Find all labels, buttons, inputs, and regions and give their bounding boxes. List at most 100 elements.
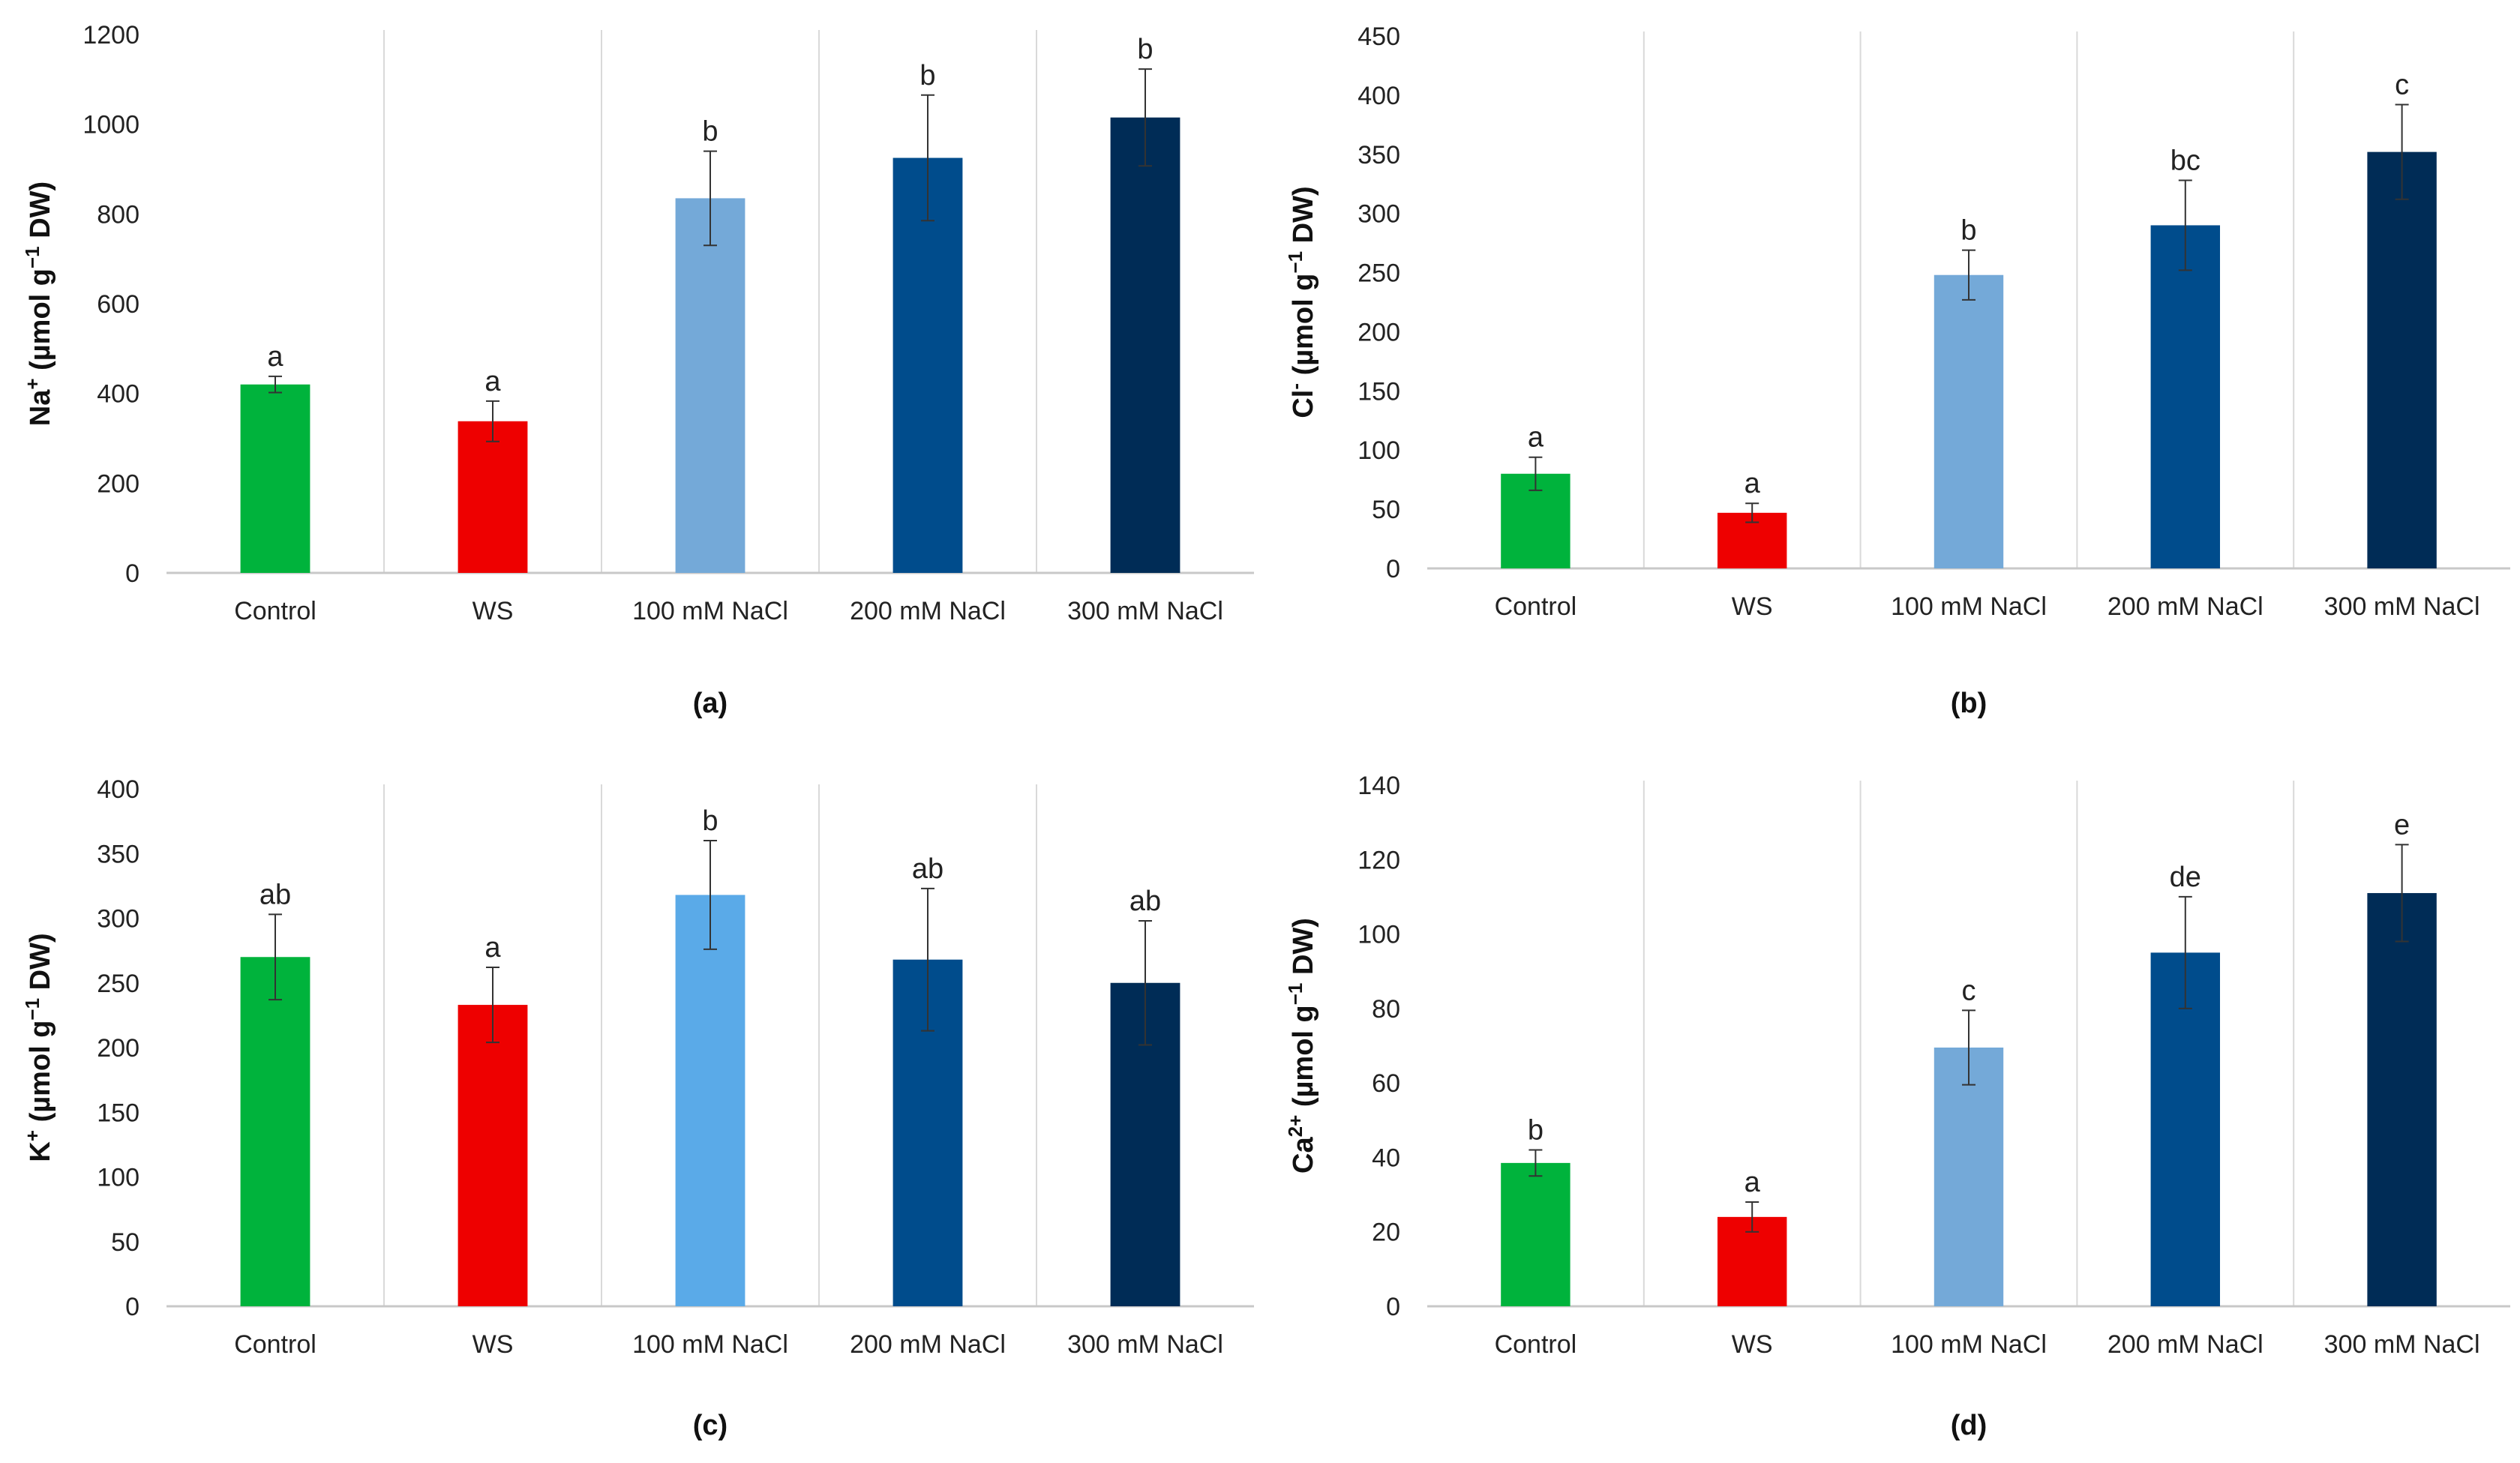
- category-label: 300 mM NaCl: [2324, 592, 2480, 621]
- y-tick-label: 100: [97, 1164, 140, 1192]
- y-axis-title: Cl- (µmol g−1 DW): [1284, 186, 1319, 418]
- category-label: 100 mM NaCl: [1891, 592, 2047, 621]
- y-axis-title-part: Na: [25, 389, 56, 426]
- y-tick-label: 100: [1358, 436, 1400, 465]
- category-label: 300 mM NaCl: [2324, 1330, 2480, 1359]
- category-label: WS: [1732, 592, 1773, 621]
- y-axis-title-part: (µmol g: [25, 268, 56, 378]
- category-label: 300 mM NaCl: [1067, 597, 1223, 625]
- significance-letter: ab: [1130, 886, 1161, 917]
- bar: [2367, 892, 2437, 1306]
- y-axis-title-superscript: −1: [21, 246, 44, 268]
- significance-letter: ab: [912, 853, 944, 885]
- y-axis-title: K+ (µmol g−1 DW): [21, 933, 56, 1162]
- y-axis-title: Na+ (µmol g−1 DW): [21, 181, 56, 426]
- bar: [1934, 274, 2004, 568]
- y-tick-label: 150: [97, 1099, 140, 1127]
- y-axis-title-superscript: −1: [1284, 251, 1306, 274]
- bar: [675, 895, 746, 1306]
- y-tick-label: 140: [1358, 772, 1400, 800]
- bar: [240, 384, 310, 573]
- category-label: Control: [234, 597, 316, 625]
- significance-letter: b: [702, 116, 718, 148]
- significance-letter: b: [702, 805, 718, 837]
- y-axis-title-part: (µmol g: [1288, 1005, 1319, 1114]
- y-tick-label: 0: [125, 559, 140, 588]
- significance-letter: c: [1962, 975, 1976, 1006]
- y-tick-label: 250: [1358, 259, 1400, 288]
- category-label: 100 mM NaCl: [1891, 1330, 2047, 1359]
- category-label: 100 mM NaCl: [632, 597, 788, 625]
- category-label: 200 mM NaCl: [2108, 1330, 2264, 1359]
- bar: [1934, 1047, 2004, 1306]
- significance-letter: b: [1528, 1115, 1544, 1147]
- y-tick-label: 350: [1358, 141, 1400, 169]
- significance-letter: a: [267, 341, 284, 373]
- significance-letter: a: [1744, 1167, 1761, 1198]
- y-tick-label: 400: [97, 380, 140, 409]
- y-tick-label: 50: [111, 1228, 140, 1257]
- y-tick-label: 0: [1386, 1293, 1400, 1321]
- bar: [892, 157, 963, 573]
- y-axis-title-part: DW): [25, 181, 56, 247]
- y-axis-title-part: DW): [1288, 918, 1319, 983]
- y-tick-label: 60: [1372, 1069, 1400, 1098]
- bar: [2150, 225, 2221, 568]
- y-tick-label: 450: [1358, 22, 1400, 51]
- y-tick-label: 1000: [82, 111, 140, 139]
- y-tick-label: 20: [1372, 1219, 1400, 1247]
- panel-d: 0 20 40 60 80 100 120 140 b Control a WS c 100 mM NaC…: [1284, 772, 2510, 1441]
- significance-letter: c: [2395, 70, 2409, 101]
- y-tick-label: 150: [1358, 377, 1400, 406]
- panel-label: (d): [1951, 1410, 1988, 1441]
- y-tick-label: 100: [1358, 921, 1400, 949]
- category-label: WS: [1732, 1330, 1773, 1359]
- bar: [458, 421, 528, 573]
- significance-letter: b: [1960, 215, 1976, 247]
- y-axis-title-part: DW): [25, 933, 56, 998]
- significance-letter: b: [920, 60, 935, 91]
- y-axis-title-superscript: +: [21, 1130, 44, 1141]
- y-tick-label: 400: [97, 775, 140, 804]
- category-label: WS: [472, 597, 514, 625]
- panel-label: (a): [693, 688, 728, 719]
- y-tick-label: 0: [125, 1293, 140, 1321]
- y-tick-label: 120: [1358, 846, 1400, 874]
- significance-letter: e: [2394, 809, 2410, 841]
- significance-letter: bc: [2170, 145, 2200, 176]
- y-tick-label: 250: [97, 970, 140, 998]
- y-tick-label: 0: [1386, 555, 1400, 583]
- y-axis-title-superscript: +: [21, 378, 44, 389]
- panel-c: 0 50 100 150 200 250 300 350 400 ab Control a WS b 100…: [21, 775, 1254, 1441]
- y-tick-label: 50: [1372, 496, 1400, 524]
- y-axis-title-part: K: [25, 1141, 56, 1162]
- category-label: 200 mM NaCl: [2108, 592, 2264, 621]
- category-label: Control: [1495, 592, 1577, 621]
- y-tick-label: 200: [1358, 318, 1400, 346]
- panel-a: 0 200 400 600 800 1000 1200 a Control a WS b 100 mM …: [21, 21, 1254, 719]
- y-tick-label: 800: [97, 200, 140, 229]
- bar: [675, 198, 746, 573]
- y-axis-title: Ca2+ (µmol g−1 DW): [1284, 918, 1319, 1174]
- category-label: WS: [472, 1330, 514, 1359]
- y-tick-label: 300: [97, 905, 140, 934]
- y-axis-title-part: (µmol g: [1288, 274, 1319, 383]
- bar: [240, 957, 310, 1306]
- y-tick-label: 40: [1372, 1144, 1400, 1172]
- significance-letter: a: [484, 366, 501, 397]
- y-tick-label: 80: [1372, 995, 1400, 1024]
- y-tick-label: 300: [1358, 200, 1400, 229]
- y-tick-label: 1200: [82, 21, 140, 49]
- bar: [1110, 117, 1180, 574]
- significance-letter: a: [1528, 422, 1544, 454]
- significance-letter: ab: [260, 879, 291, 910]
- y-axis-title-part: DW): [1288, 186, 1319, 251]
- y-axis-title-superscript: −1: [21, 998, 44, 1021]
- bar: [1501, 1162, 1570, 1306]
- panel-label: (b): [1951, 688, 1988, 719]
- category-label: 100 mM NaCl: [632, 1330, 788, 1359]
- y-axis-title-part: Cl: [1288, 390, 1319, 418]
- y-axis-title-superscript: -: [1284, 383, 1306, 390]
- y-tick-label: 200: [97, 1034, 140, 1063]
